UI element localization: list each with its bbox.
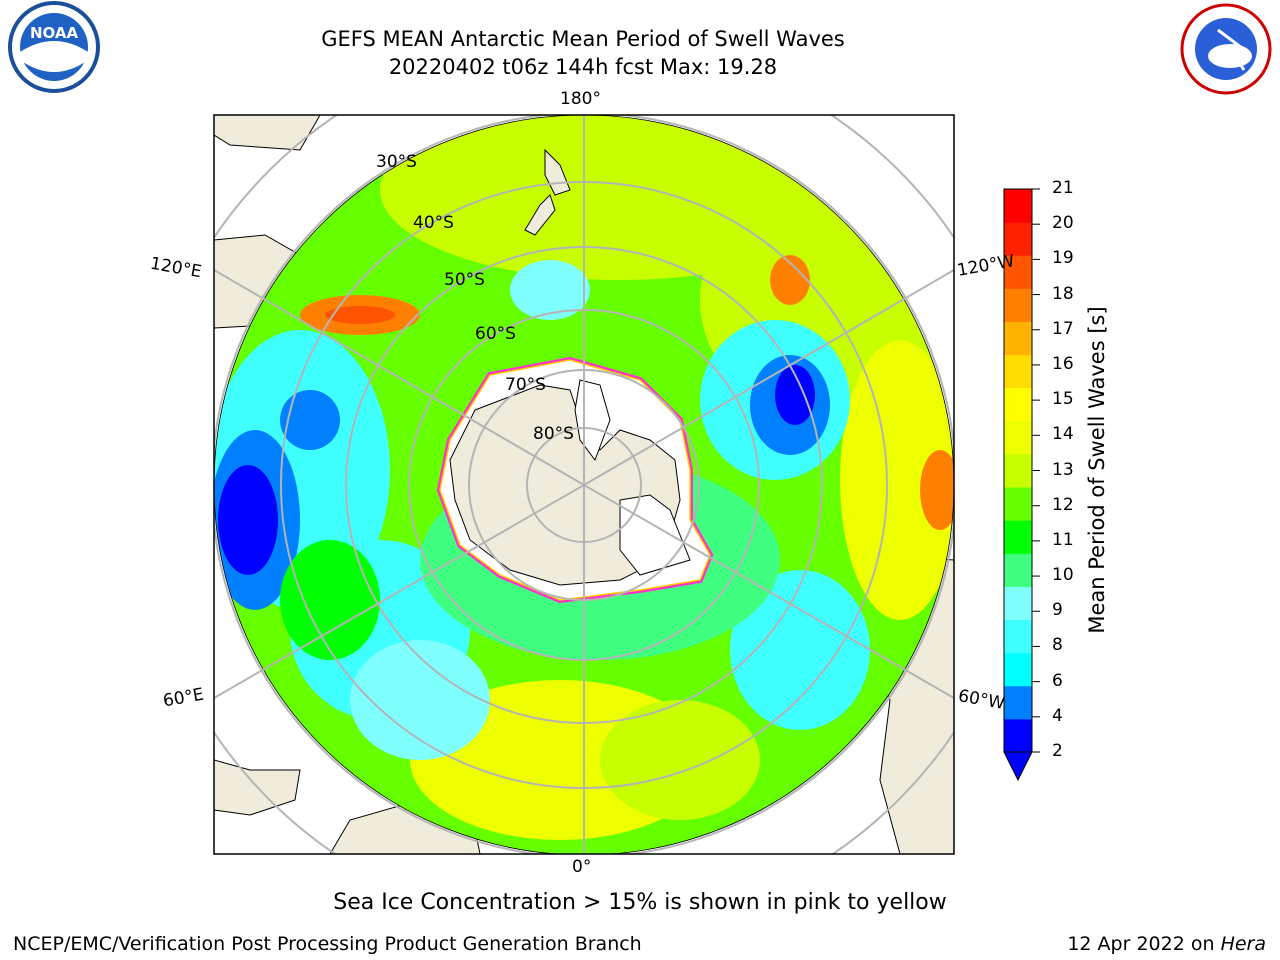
graticule (214, 115, 954, 854)
colorbar-bin (1004, 222, 1032, 256)
colorbar-bin (1004, 453, 1032, 488)
sea-ice-note: Sea Ice Concentration > 15% is shown in … (333, 890, 947, 915)
chart-subtitle: 20220402 t06z 144h fcst Max: 19.28 (388, 55, 778, 79)
lat-label-50s: 50°S (444, 270, 485, 290)
colorbar-tick-label: 18 (1052, 283, 1074, 304)
colorbar-tick-label: 12 (1052, 494, 1074, 515)
chart-title: GEFS MEAN Antarctic Mean Period of Swell… (321, 27, 845, 51)
nws-logo (1180, 3, 1272, 95)
noaa-logo: NOAA (8, 1, 100, 93)
colorbar-bin (1004, 520, 1032, 554)
colorbar-bin (1004, 321, 1032, 356)
colorbar-tick-label: 16 (1052, 353, 1074, 374)
colorbar-bin (1004, 189, 1032, 223)
colorbar-tick-label: 11 (1052, 529, 1074, 550)
colorbar-tick-label: 10 (1052, 565, 1074, 586)
lon-label-0: 0° (572, 857, 592, 877)
colorbar-bin (1004, 255, 1032, 289)
colorbar-bin (1004, 420, 1032, 455)
footer-host: Hera (1220, 933, 1266, 955)
colorbar-bin (1004, 288, 1032, 322)
colorbar-bin (1004, 652, 1032, 687)
lat-label-40s: 40°S (413, 213, 454, 233)
footer-credit: NCEP/EMC/Verification Post Processing Pr… (13, 933, 642, 955)
colorbar-bin (1004, 718, 1032, 753)
lat-label-60s: 60°S (475, 324, 516, 344)
footer-date: 12 Apr 2022 on Hera (1067, 933, 1266, 955)
lat-label-70s: 70°S (505, 375, 546, 395)
colorbar-tick-label: 4 (1052, 705, 1063, 726)
colorbar-bin (1004, 685, 1032, 720)
lat-label-80s: 80°S (533, 424, 574, 444)
colorbar-tick-label: 19 (1052, 248, 1074, 269)
colorbar-tick-label: 21 (1052, 178, 1074, 198)
colorbar-bin (1004, 387, 1032, 422)
colorbar (1004, 188, 1040, 753)
colorbar-bin (1004, 619, 1032, 654)
colorbar-tick-label: 20 (1052, 213, 1074, 234)
colorbar-tick-label: 2 (1052, 741, 1063, 761)
colorbar-bin (1004, 553, 1032, 587)
map-frame (213, 114, 955, 855)
colorbar-tick-label: 6 (1052, 670, 1063, 691)
noaa-logo-text: NOAA (30, 24, 79, 42)
colorbar-tick-label: 9 (1052, 600, 1063, 621)
footer-date-text: 12 Apr 2022 on (1067, 933, 1221, 955)
colorbar-tick-label: 14 (1052, 424, 1074, 445)
colorbar-label: Mean Period of Swell Waves [s] (1085, 306, 1109, 634)
colorbar-bin (1004, 586, 1032, 621)
colorbar-tick-label: 13 (1052, 459, 1074, 480)
lat-label-30s: 30°S (376, 152, 417, 172)
colorbar-bin (1004, 487, 1032, 521)
colorbar-bin (1004, 354, 1032, 389)
colorbar-tick-label: 17 (1052, 318, 1074, 339)
colorbar-extend-arrow (1003, 751, 1033, 782)
lon-label-180: 180° (560, 89, 601, 109)
colorbar-tick-label: 8 (1052, 635, 1063, 656)
colorbar-tick-label: 15 (1052, 389, 1074, 410)
